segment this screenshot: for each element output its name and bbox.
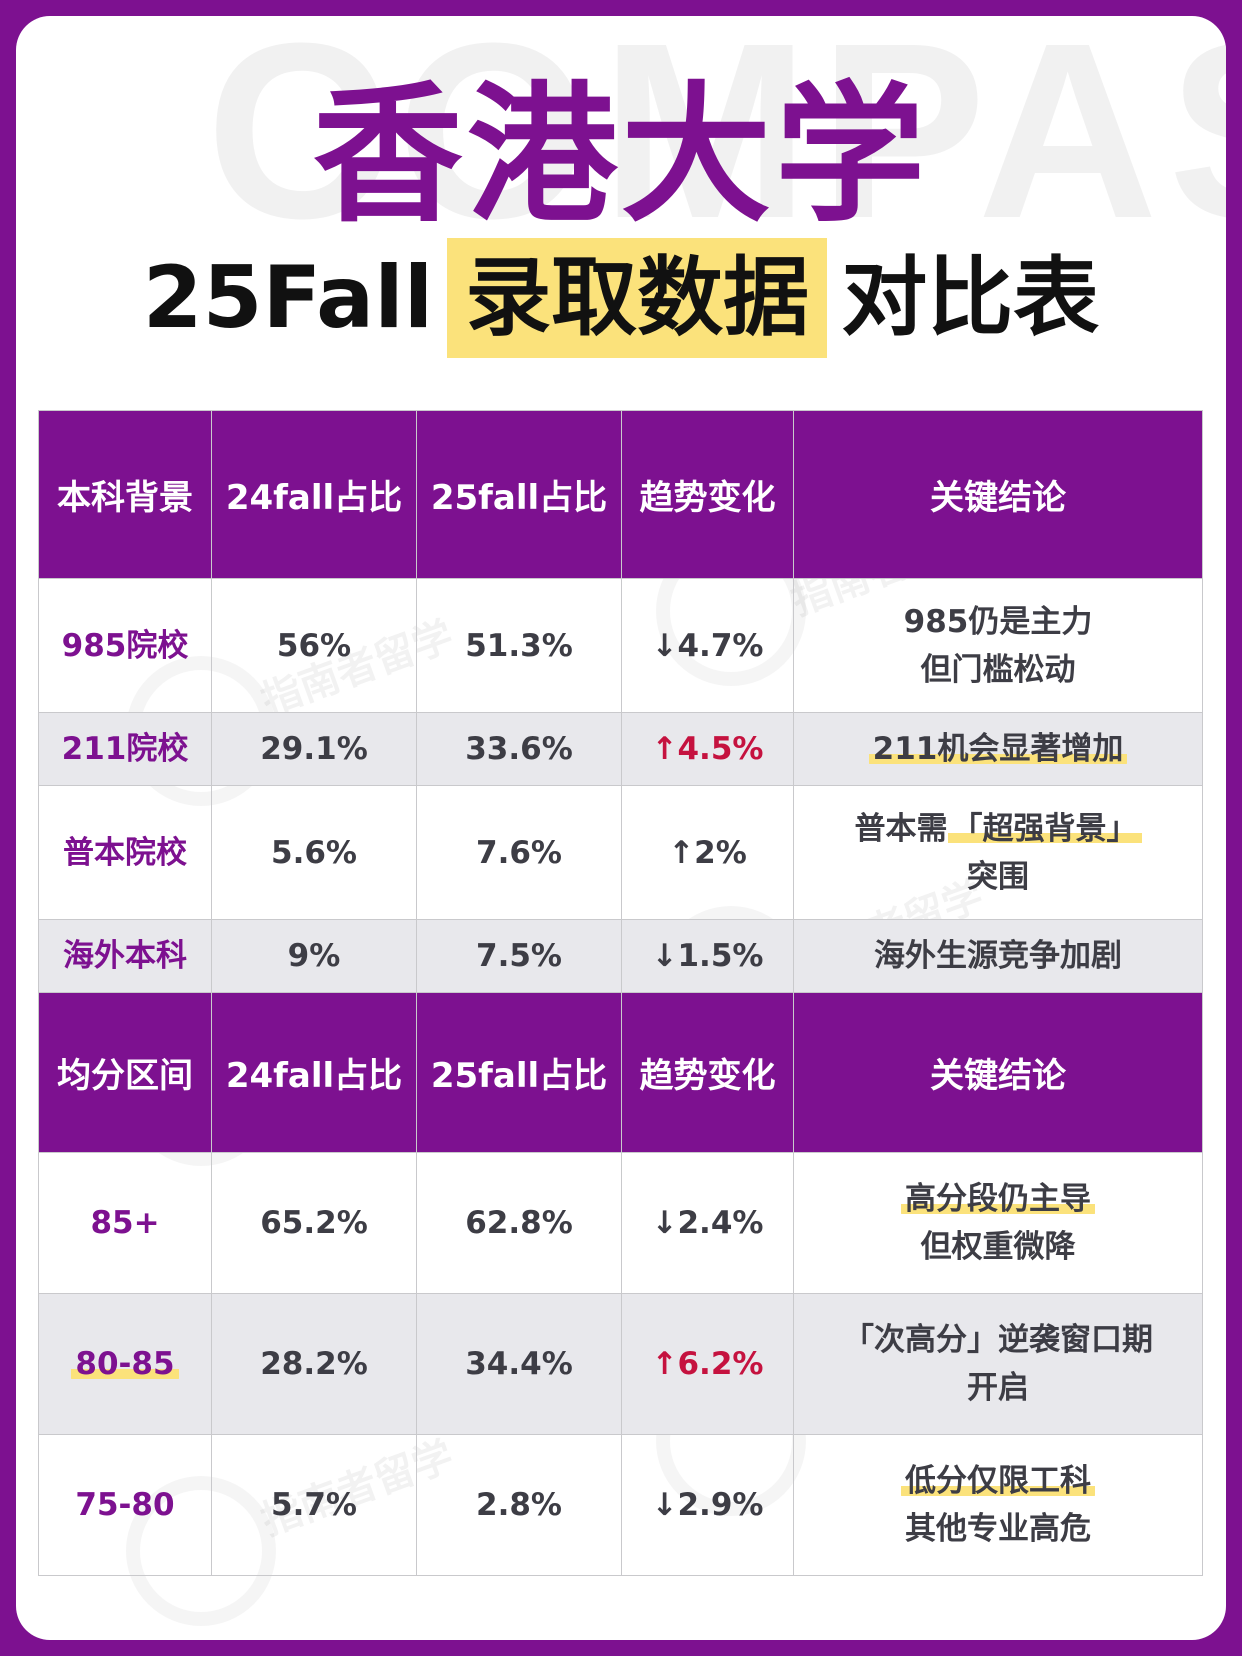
category-cell: 海外本科	[38, 919, 212, 993]
header-cell: 关键结论	[793, 992, 1203, 1153]
conclusion-line: 高分段仍主导	[794, 1175, 1202, 1223]
conclusion-highlighted-text: 低分仅限工科	[901, 1463, 1095, 1499]
value-25fall: 34.4%	[416, 1293, 622, 1435]
header-cell: 趋势变化	[621, 410, 794, 579]
trend-cell: ↓1.5%	[621, 919, 794, 993]
header-cell: 25fall占比	[416, 992, 622, 1153]
table-row: 普本院校 5.6% 7.6% ↑2% 普本需 「超强背景」 突围	[38, 785, 1203, 920]
conclusion-text: 普本需	[854, 810, 948, 847]
table-row: 80-85 28.2% 34.4% ↑6.2% 「次高分」逆袭窗口期 开启	[38, 1293, 1203, 1435]
conclusion-line: 普本需 「超强背景」	[794, 805, 1202, 853]
header-cell: 25fall占比	[416, 410, 622, 579]
category-cell: 80-85	[38, 1293, 212, 1435]
page-title: 香港大学	[312, 69, 929, 243]
table-row: 海外本科 9% 7.5% ↓1.5% 海外生源竞争加剧	[38, 919, 1203, 993]
conclusion-cell: 高分段仍主导 但权重微降	[793, 1152, 1203, 1294]
header-cell: 24fall占比	[211, 992, 417, 1153]
header-cell: 均分区间	[38, 992, 212, 1153]
conclusion-line: 开启	[967, 1370, 1029, 1406]
table-row: 75-80 5.7% 2.8% ↓2.9% 低分仅限工科 其他专业高危	[38, 1434, 1203, 1576]
trend-cell: ↓2.9%	[621, 1434, 794, 1576]
conclusion-cell: 985仍是主力 但门槛松动	[793, 578, 1203, 713]
value-25fall: 62.8%	[416, 1152, 622, 1294]
trend-cell: ↓2.4%	[621, 1152, 794, 1294]
admission-data-table: 本科背景 24fall占比 25fall占比 趋势变化 关键结论 985院校 5…	[38, 410, 1203, 1576]
conclusion-line: 但权重微降	[920, 1229, 1076, 1265]
table-row: 211院校 29.1% 33.6% ↑4.5% 211机会显著增加	[38, 712, 1203, 786]
page-subtitle: 25Fall 录取数据 对比表	[16, 238, 1226, 358]
conclusion-line: 「次高分」逆袭窗口期	[843, 1322, 1153, 1358]
conclusion-cell: 低分仅限工科 其他专业高危	[793, 1434, 1203, 1576]
trend-cell: ↑6.2%	[621, 1293, 794, 1435]
header-cell: 关键结论	[793, 410, 1203, 579]
value-24fall: 28.2%	[211, 1293, 417, 1435]
category-cell: 75-80	[38, 1434, 212, 1576]
subtitle-highlight: 录取数据	[447, 238, 828, 358]
conclusion-highlighted-text: 「超强背景」	[947, 810, 1142, 847]
header-cell: 趋势变化	[621, 992, 794, 1153]
category-cell: 985院校	[38, 578, 212, 713]
conclusion-line: 但门槛松动	[920, 651, 1076, 688]
conclusion-cell: 普本需 「超强背景」 突围	[793, 785, 1203, 920]
table-header-row: 均分区间 24fall占比 25fall占比 趋势变化 关键结论	[38, 992, 1203, 1153]
conclusion-cell: 「次高分」逆袭窗口期 开启	[793, 1293, 1203, 1435]
value-24fall: 56%	[211, 578, 417, 713]
conclusion-cell: 211机会显著增加	[793, 712, 1203, 786]
header-cell: 24fall占比	[211, 410, 417, 579]
header-cell: 本科背景	[38, 410, 212, 579]
value-25fall: 7.5%	[416, 919, 622, 993]
conclusion-highlighted-text: 211机会显著增加	[868, 731, 1128, 767]
value-24fall: 5.6%	[211, 785, 417, 920]
table-row: 85+ 65.2% 62.8% ↓2.4% 高分段仍主导 但权重微降	[38, 1152, 1203, 1294]
trend-cell: ↑2%	[621, 785, 794, 920]
trend-cell: ↓4.7%	[621, 578, 794, 713]
conclusion-line: 其他专业高危	[905, 1511, 1091, 1547]
poster-card: COMPAS 指南者留学 指南者留学 指南者留学 指南者留学 指南者留学 指南者…	[16, 16, 1226, 1640]
conclusion-line: 突围	[967, 858, 1029, 895]
table-header-row: 本科背景 24fall占比 25fall占比 趋势变化 关键结论	[38, 410, 1203, 579]
category-cell: 211院校	[38, 712, 212, 786]
value-24fall: 65.2%	[211, 1152, 417, 1294]
subtitle-suffix: 对比表	[841, 248, 1100, 348]
background-watermark: COMPAS	[206, 16, 1226, 270]
value-25fall: 33.6%	[416, 712, 622, 786]
category-cell: 普本院校	[38, 785, 212, 920]
value-24fall: 29.1%	[211, 712, 417, 786]
conclusion-highlighted-text: 高分段仍主导	[901, 1181, 1095, 1217]
conclusion-line: 低分仅限工科	[794, 1457, 1202, 1505]
value-25fall: 7.6%	[416, 785, 622, 920]
trend-cell: ↑4.5%	[621, 712, 794, 786]
value-24fall: 5.7%	[211, 1434, 417, 1576]
conclusion-line: 海外生源竞争加剧	[874, 938, 1122, 974]
subtitle-prefix: 25Fall	[142, 248, 434, 348]
value-25fall: 51.3%	[416, 578, 622, 713]
category-cell: 85+	[38, 1152, 212, 1294]
conclusion-cell: 海外生源竞争加剧	[793, 919, 1203, 993]
value-24fall: 9%	[211, 919, 417, 993]
category-highlighted-text: 80-85	[71, 1346, 179, 1382]
conclusion-line: 985仍是主力	[903, 603, 1093, 640]
table-row: 985院校 56% 51.3% ↓4.7% 985仍是主力 但门槛松动	[38, 578, 1203, 713]
value-25fall: 2.8%	[416, 1434, 622, 1576]
